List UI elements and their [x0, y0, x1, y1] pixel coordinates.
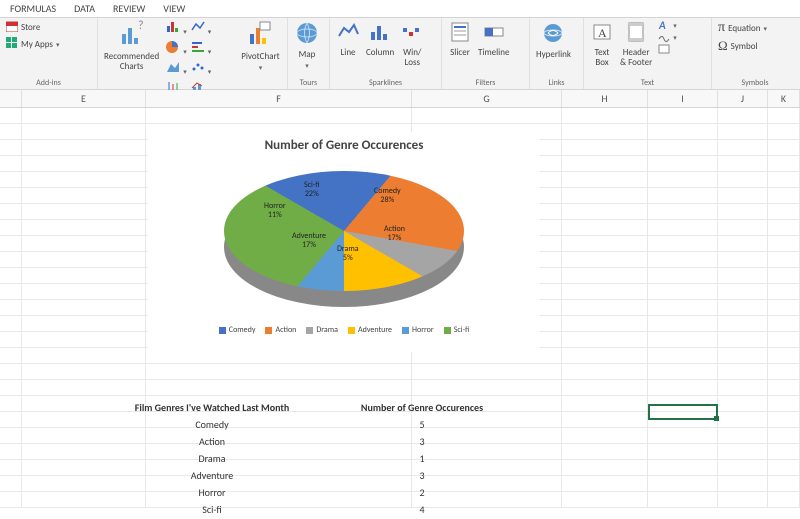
pie-chart[interactable]: Number of Genre Occurences Comedy28% Acti…	[148, 132, 540, 352]
myapps-button[interactable]: My Apps▾	[6, 37, 59, 52]
chart-legend: Comedy Action Drama Adventure Horror Sci-fi	[148, 317, 540, 335]
chart-recommend-icon: ?	[118, 20, 146, 51]
group-label-filters: Filters	[448, 78, 523, 88]
table-row[interactable]: Horror2	[79, 485, 497, 500]
table-row[interactable]: Drama1	[79, 451, 497, 466]
group-label-text: Text	[590, 78, 705, 88]
pivotchart-button[interactable]: PivotChart▾	[241, 20, 279, 72]
genre-data-table: Film Genres I've Watched Last Month Numb…	[77, 398, 499, 519]
col-header-J[interactable]: J	[718, 90, 768, 107]
chart-area-icon[interactable]: ▾	[165, 60, 187, 77]
tab-data[interactable]: DATA	[74, 0, 95, 17]
store-icon	[6, 20, 18, 35]
slice-label-horror: Horror11%	[264, 202, 286, 220]
header-footer-button[interactable]: Header& Footer	[620, 20, 652, 68]
column-headers: EFGHIJK	[0, 90, 800, 108]
spreadsheet: EFGHIJK Number of Genre Occurences Comed…	[0, 90, 800, 508]
group-label-links: Links	[536, 78, 577, 88]
textbox-button[interactable]: ATextBox	[590, 20, 614, 68]
svg-text:?: ?	[138, 20, 144, 33]
table-header-genre: Film Genres I've Watched Last Month	[79, 400, 345, 415]
slice-label-comedy: Comedy28%	[374, 187, 401, 205]
chart-bar-icon[interactable]: ▾	[165, 20, 187, 37]
timeline-button[interactable]: Timeline	[478, 20, 509, 58]
header-footer-icon	[624, 20, 648, 47]
chart-line-icon[interactable]: ▾	[190, 20, 212, 37]
legend-item-comedy: Comedy	[219, 325, 256, 335]
sparkline-winloss-icon	[400, 20, 424, 47]
sparkline-col-icon	[368, 20, 392, 47]
select-all-corner[interactable]	[0, 90, 22, 107]
textbox-icon: A	[590, 20, 614, 47]
wordart-button[interactable]: A▾	[658, 20, 677, 30]
col-header-K[interactable]: K	[768, 90, 800, 107]
slice-label-sci-fi: Sci-fi22%	[304, 181, 320, 199]
row[interactable]	[0, 364, 800, 380]
sparkline-column-button[interactable]: Column	[366, 20, 394, 58]
timeline-icon	[482, 20, 506, 47]
apps-icon	[6, 37, 18, 52]
recommended-charts-button[interactable]: ? RecommendedCharts	[104, 20, 159, 72]
group-label-symbols: Symbols	[718, 78, 792, 88]
chart-hbar-icon[interactable]: ▾	[190, 40, 212, 57]
group-label-sparklines: Sparklines	[336, 78, 435, 88]
sparkline-line-icon	[336, 20, 360, 47]
sparkline-winloss-button[interactable]: Win/Loss	[400, 20, 424, 68]
row[interactable]	[0, 380, 800, 396]
legend-item-adventure: Adventure	[348, 325, 392, 335]
table-row[interactable]: Sci-fi4	[79, 502, 497, 517]
table-row[interactable]: Adventure3	[79, 468, 497, 483]
group-label-tours: Tours	[294, 78, 323, 88]
symbol-button[interactable]: ΩSymbol	[718, 38, 767, 54]
chart-scatter-icon[interactable]: ▾	[190, 60, 212, 77]
map-button[interactable]: Map▾	[294, 20, 320, 70]
col-header-F[interactable]: F	[146, 90, 412, 107]
hyperlink-icon	[540, 20, 566, 49]
slice-label-action: Action17%	[384, 225, 405, 243]
store-button[interactable]: Store	[6, 20, 59, 35]
col-header-H[interactable]: H	[562, 90, 648, 107]
group-label-addins: Add-ins	[6, 78, 91, 88]
slice-label-drama: Drama5%	[337, 245, 359, 263]
slicer-icon	[448, 20, 472, 47]
col-header-G[interactable]: G	[412, 90, 562, 107]
legend-item-drama: Drama	[306, 325, 338, 335]
table-row[interactable]: Comedy5	[79, 417, 497, 432]
table-header-count: Number of Genre Occurences	[347, 400, 497, 415]
omega-icon: Ω	[718, 38, 728, 54]
ribbon: Store My Apps▾ Add-ins ? RecommendedChar…	[0, 18, 800, 90]
object-button[interactable]	[658, 44, 677, 54]
svg-text:A: A	[598, 26, 607, 40]
chevron-down-icon: ▾	[56, 40, 60, 49]
tab-formulas[interactable]: FORMULAS	[10, 0, 56, 17]
pivotchart-icon	[246, 20, 274, 51]
sparkline-line-button[interactable]: Line	[336, 20, 360, 58]
legend-item-sci-fi: Sci-fi	[444, 325, 470, 335]
tab-view[interactable]: VIEW	[163, 0, 185, 17]
col-header-E[interactable]: E	[22, 90, 146, 107]
slice-label-adventure: Adventure17%	[292, 232, 326, 250]
chart-pie-icon[interactable]: ▾	[165, 40, 187, 57]
globe-icon	[294, 20, 320, 49]
row[interactable]	[0, 108, 800, 124]
pie-graphic: Comedy28% Action17% Drama5% Adventure17% Hor…	[214, 157, 474, 317]
slicer-button[interactable]: Slicer	[448, 20, 472, 58]
pi-icon: π	[718, 20, 725, 36]
legend-item-action: Action	[265, 325, 296, 335]
signature-button[interactable]: ▾	[658, 32, 677, 42]
col-header-I[interactable]: I	[648, 90, 718, 107]
grid-body[interactable]: Number of Genre Occurences Comedy28% Acti…	[0, 108, 800, 508]
table-row[interactable]: Action3	[79, 434, 497, 449]
chart-title: Number of Genre Occurences	[148, 132, 540, 157]
chart-type-gallery: ▾ ▾ ▾ ▾ ▾ ▾ ▾ ▾	[165, 20, 235, 97]
legend-item-horror: Horror	[402, 325, 434, 335]
hyperlink-button[interactable]: Hyperlink	[536, 20, 571, 60]
equation-button[interactable]: πEquation▾	[718, 20, 767, 36]
svg-text:A: A	[658, 20, 666, 30]
ribbon-tabs: FORMULAS DATA REVIEW VIEW	[0, 0, 800, 18]
tab-review[interactable]: REVIEW	[113, 0, 145, 17]
